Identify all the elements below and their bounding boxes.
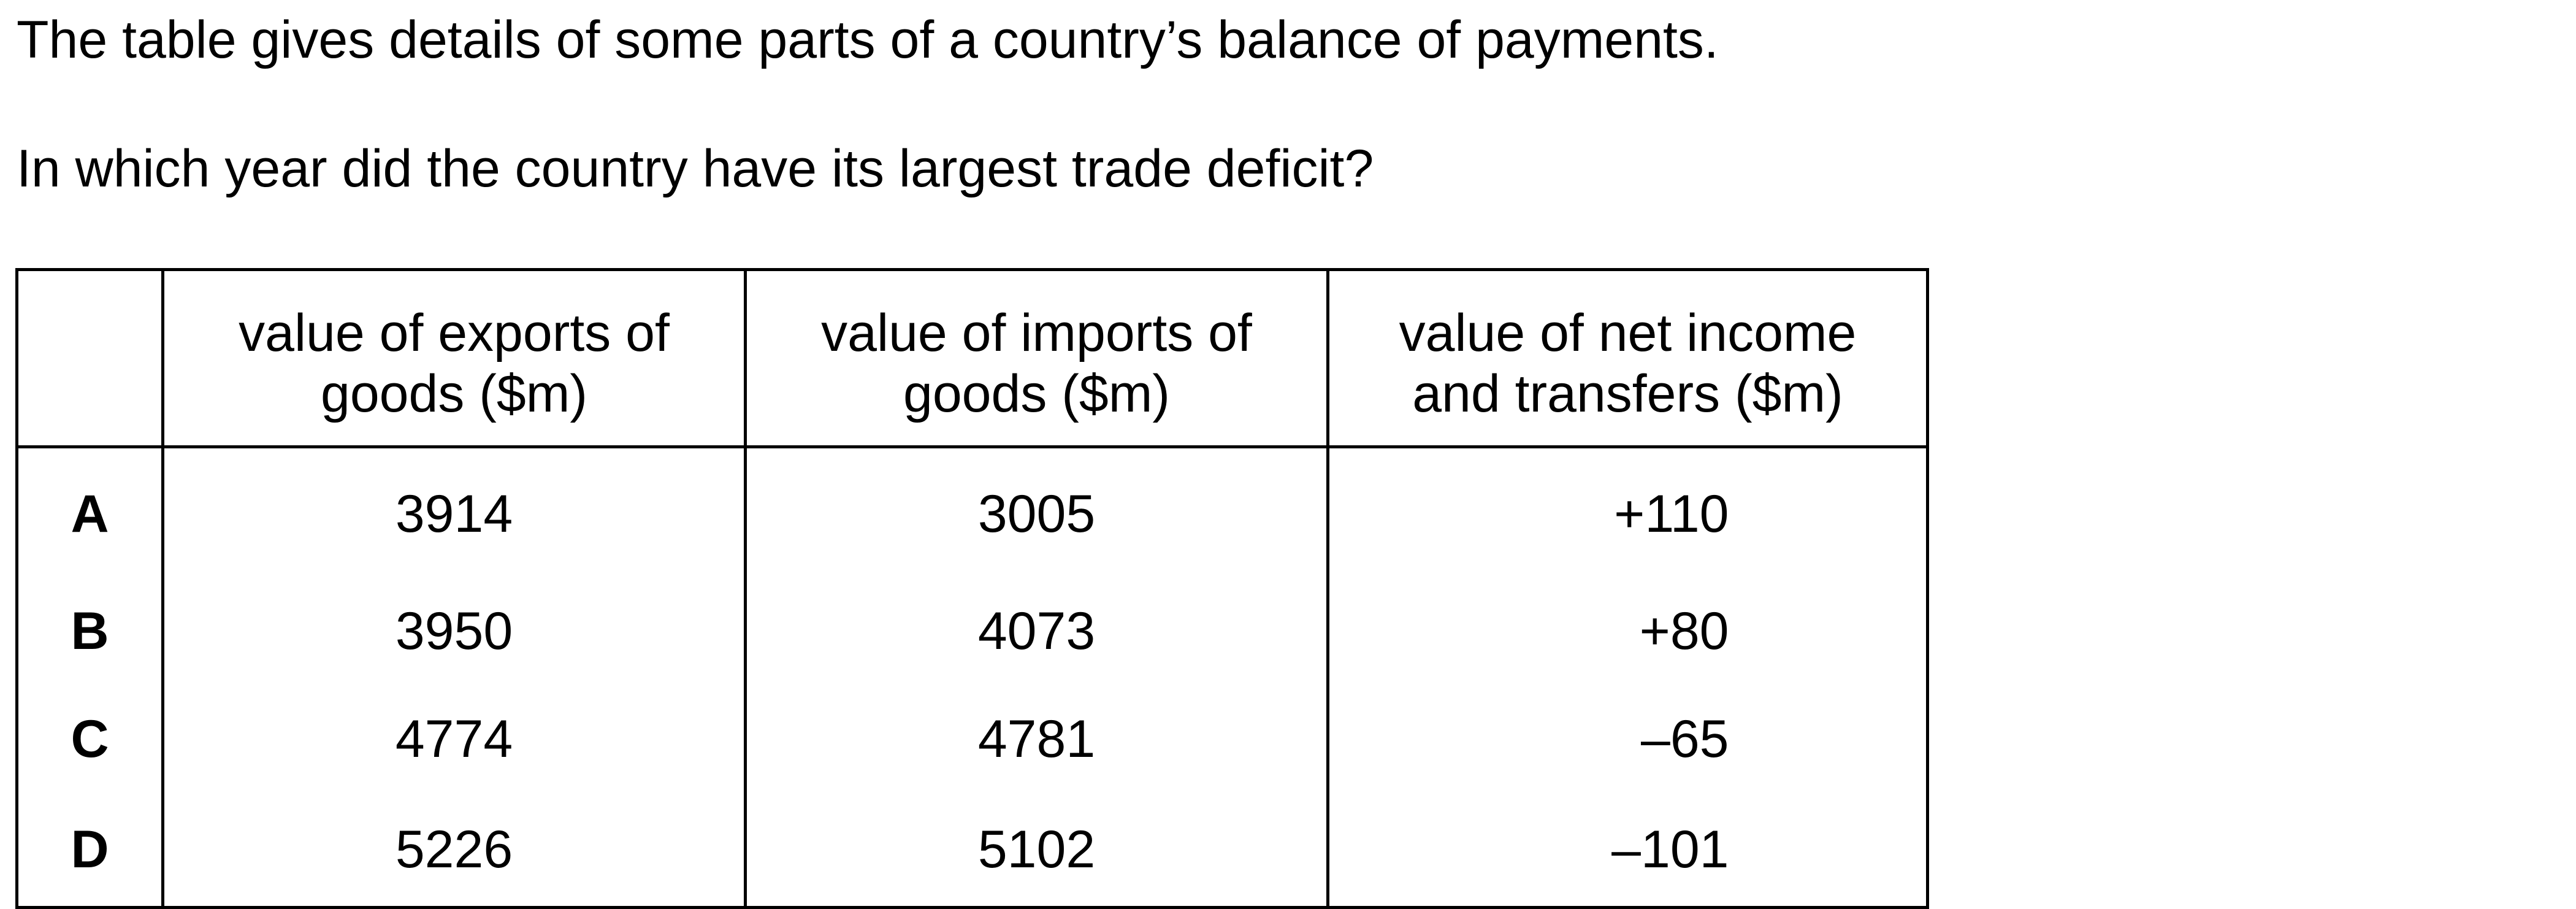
option-label: C xyxy=(15,685,164,793)
option-label: D xyxy=(15,793,164,909)
net-value: +80 xyxy=(1639,601,1729,661)
table-row: D 5226 5102 –101 xyxy=(15,793,1929,909)
net-cell: –65 xyxy=(1326,685,1929,793)
header-imports-label: value of imports of goods ($m) xyxy=(821,304,1252,423)
table-row: A 3914 3005 +110 xyxy=(15,447,1929,577)
header-imports: value of imports of goods ($m) xyxy=(744,268,1329,448)
net-value: –65 xyxy=(1641,709,1729,769)
imports-cell: 4073 xyxy=(744,577,1329,685)
net-value: +110 xyxy=(1614,484,1729,543)
net-cell: +110 xyxy=(1326,447,1929,577)
balance-of-payments-table: value of exports of goods ($m) value of … xyxy=(15,268,1929,909)
table-row: B 3950 4073 +80 xyxy=(15,577,1929,685)
header-option xyxy=(15,268,164,448)
exports-cell: 3950 xyxy=(161,577,747,685)
imports-cell: 3005 xyxy=(744,447,1329,577)
intro-text: The table gives details of some parts of… xyxy=(17,10,1719,69)
net-value: –101 xyxy=(1611,819,1729,879)
imports-cell: 5102 xyxy=(744,793,1329,909)
exports-cell: 4774 xyxy=(161,685,747,793)
header-net-income-label: value of net income and transfers ($m) xyxy=(1399,304,1857,423)
net-cell: –101 xyxy=(1326,793,1929,909)
header-exports: value of exports of goods ($m) xyxy=(161,268,747,448)
table-row: C 4774 4781 –65 xyxy=(15,685,1929,793)
option-label: A xyxy=(15,447,164,577)
exports-cell: 3914 xyxy=(161,447,747,577)
option-label: B xyxy=(15,577,164,685)
table-header-row: value of exports of goods ($m) value of … xyxy=(15,268,1929,448)
header-exports-label: value of exports of goods ($m) xyxy=(239,304,670,423)
imports-cell: 4781 xyxy=(744,685,1329,793)
net-cell: +80 xyxy=(1326,577,1929,685)
header-net-income: value of net income and transfers ($m) xyxy=(1326,268,1929,448)
exports-cell: 5226 xyxy=(161,793,747,909)
question-text: In which year did the country have its l… xyxy=(17,139,1374,198)
